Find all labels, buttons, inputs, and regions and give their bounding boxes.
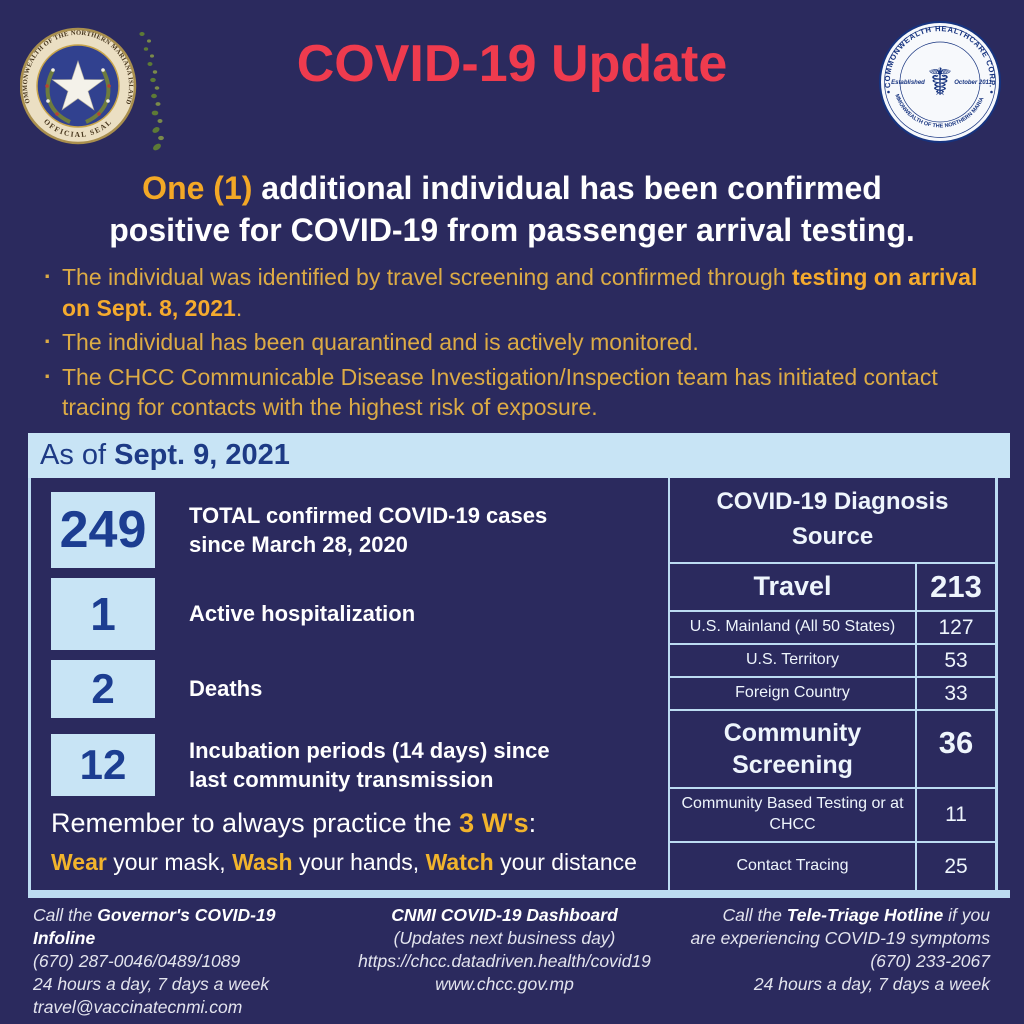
headline-highlight: One (1): [142, 170, 253, 206]
stats-column: 249 TOTAL confirmed COVID-19 cases since…: [31, 478, 668, 890]
stat-label: Incubation periods (14 days) since last …: [189, 737, 550, 792]
stat-label: TOTAL confirmed COVID-19 cases since Mar…: [189, 502, 548, 557]
stat-value: 12: [51, 734, 155, 796]
footer-teletriage: Call the Tele-Triage Hotline if you are …: [679, 904, 1024, 1019]
stat-total-cases: 249 TOTAL confirmed COVID-19 cases since…: [51, 492, 658, 568]
bullet-list: The individual was identified by travel …: [42, 261, 990, 427]
logo-date-label: October 2011: [954, 80, 992, 86]
three-ws-reminder: Remember to always practice the 3 W's: W…: [51, 808, 637, 875]
table-row: Foreign Country 33: [670, 676, 995, 709]
stat-active-hospitalization: 1 Active hospitalization: [51, 578, 658, 650]
headline-line2: positive for COVID-19 from passenger arr…: [109, 211, 915, 248]
infoline-email: travel@vaccinatecnmi.com: [33, 997, 243, 1018]
page-title: COVID-19 Update: [296, 35, 728, 93]
dashboard-url: https://chcc.datadriven.health/covid19: [358, 951, 651, 972]
bullet-item: The CHCC Communicable Disease Investigat…: [42, 361, 990, 423]
stat-incubation-periods: 12 Incubation periods (14 days) since la…: [51, 734, 658, 796]
table-row: Community Based Testing or at CHCC 11: [670, 787, 995, 841]
stat-value: 1: [51, 578, 155, 650]
table-header: COVID-19 Diagnosis Source: [716, 488, 949, 550]
logo-established-label: Established: [891, 80, 925, 86]
stat-deaths: 2 Deaths: [51, 660, 658, 718]
headline-line1: additional individual has been confirmed: [252, 170, 882, 206]
footer-dashboard: CNMI COVID-19 Dashboard (Updates next bu…: [330, 904, 679, 1019]
table-row: Contact Tracing 25: [670, 841, 995, 890]
infoline-phone: (670) 287-0046/0489/1089: [33, 951, 241, 972]
chcc-logo: COMMONWEALTH HEALTHCARE CORP. COMMONWEAL…: [878, 20, 1001, 143]
table-row: U.S. Territory 53: [670, 643, 995, 676]
stat-value: 2: [51, 660, 155, 718]
footer: Call the Governor's COVID-19 Infoline (6…: [0, 904, 1024, 1019]
table-row: U.S. Mainland (All 50 States) 127: [670, 610, 995, 643]
stat-label: Active hospitalization: [189, 601, 416, 627]
wreath-right: [85, 69, 111, 124]
asof-banner: As of Sept. 9, 2021: [28, 433, 1010, 478]
logo-circle: [879, 21, 1001, 143]
asof-prefix: As of: [40, 439, 115, 471]
wreath-left: [45, 69, 71, 124]
chcc-url: www.chcc.gov.mp: [435, 974, 574, 995]
bullet-item: The individual was identified by travel …: [42, 261, 990, 323]
cnmi-official-seal: COMMONWEALTH OF THE NORTHERN MARIANA ISL…: [20, 24, 164, 151]
star-icon: [51, 60, 105, 111]
stat-value: 249: [51, 492, 155, 568]
caduceus-icon: ☤: [927, 62, 952, 104]
teletriage-phone: (670) 233-2067: [870, 951, 990, 972]
headline: One (1) additional individual has been c…: [20, 168, 1004, 251]
stats-panel: 249 TOTAL confirmed COVID-19 cases since…: [28, 478, 1010, 898]
table-row: Community Screening 36: [670, 709, 995, 787]
table-row: Travel 213: [670, 562, 995, 610]
mariana-islands-dots: [139, 32, 164, 151]
stats-board: As of Sept. 9, 2021 249 TOTAL confirmed …: [28, 433, 1010, 898]
bullet-item: The individual has been quarantined and …: [42, 326, 990, 358]
diagnosis-source-table: COVID-19 Diagnosis Source Travel 213 U.S…: [668, 478, 998, 890]
asof-date: Sept. 9, 2021: [114, 439, 290, 471]
footer-infoline: Call the Governor's COVID-19 Infoline (6…: [0, 904, 330, 1019]
three-ws-highlight: 3 W's: [459, 808, 529, 838]
stat-label: Deaths: [189, 676, 263, 702]
